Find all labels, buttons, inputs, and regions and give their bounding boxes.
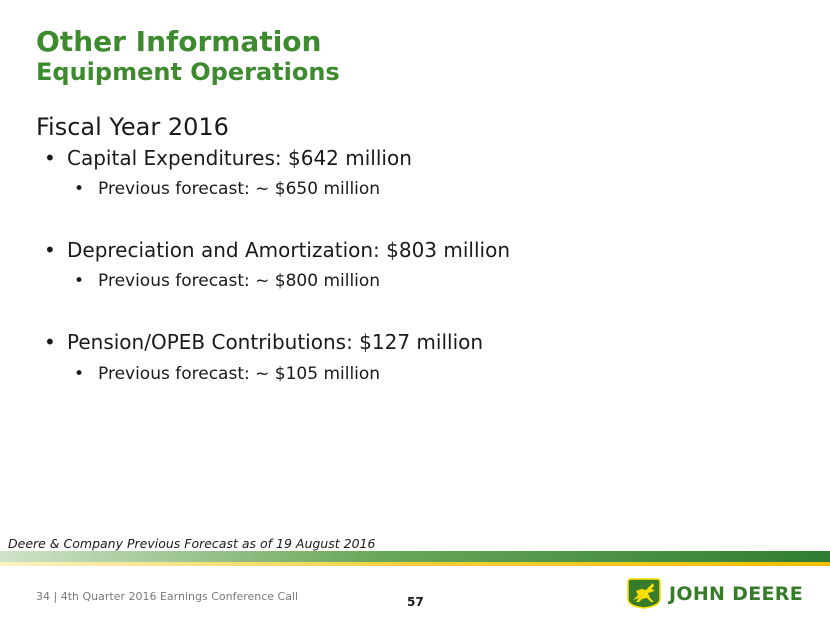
slide-subtitle: Equipment Operations xyxy=(36,58,340,86)
forecast-footnote: Deere & Company Previous Forecast as of … xyxy=(8,536,376,551)
footer-yellow-bar xyxy=(0,562,830,566)
john-deere-logo: JOHN DEERE xyxy=(627,578,803,609)
list-item: • Depreciation and Amortization: $803 mil… xyxy=(44,238,510,262)
item-label: Pension/OPEB Contributions: $127 million xyxy=(67,330,484,354)
sub-item-label: Previous forecast: ~ $105 million xyxy=(98,364,381,384)
logo-text: JOHN DEERE xyxy=(669,582,803,605)
footer-caption: 34 | 4th Quarter 2016 Earnings Conferenc… xyxy=(36,590,299,603)
slide-title: Other Information xyxy=(36,25,322,58)
item-label: Depreciation and Amortization: $803 mill… xyxy=(67,238,511,262)
item-label: Capital Expenditures: $642 million xyxy=(67,146,412,170)
list-item: • Capital Expenditures: $642 million xyxy=(44,146,412,170)
sub-list-item: • Previous forecast: ~ $650 million xyxy=(74,179,380,199)
sub-item-label: Previous forecast: ~ $800 million xyxy=(98,271,381,291)
bullet-icon: • xyxy=(44,330,56,354)
bullet-icon: • xyxy=(74,271,85,291)
bullet-icon: • xyxy=(44,146,56,170)
list-item: • Pension/OPEB Contributions: $127 millio… xyxy=(44,330,483,354)
sub-list-item: • Previous forecast: ~ $800 million xyxy=(74,271,380,291)
bullet-icon: • xyxy=(74,364,85,384)
section-heading: Fiscal Year 2016 xyxy=(36,113,229,141)
footer-green-bar xyxy=(0,551,830,562)
bullet-icon: • xyxy=(74,179,85,199)
sub-list-item: • Previous forecast: ~ $105 million xyxy=(74,364,380,384)
bullet-icon: • xyxy=(44,238,56,262)
page-number: 57 xyxy=(407,595,424,609)
leaping-deer-icon xyxy=(627,578,661,609)
sub-item-label: Previous forecast: ~ $650 million xyxy=(98,179,381,199)
